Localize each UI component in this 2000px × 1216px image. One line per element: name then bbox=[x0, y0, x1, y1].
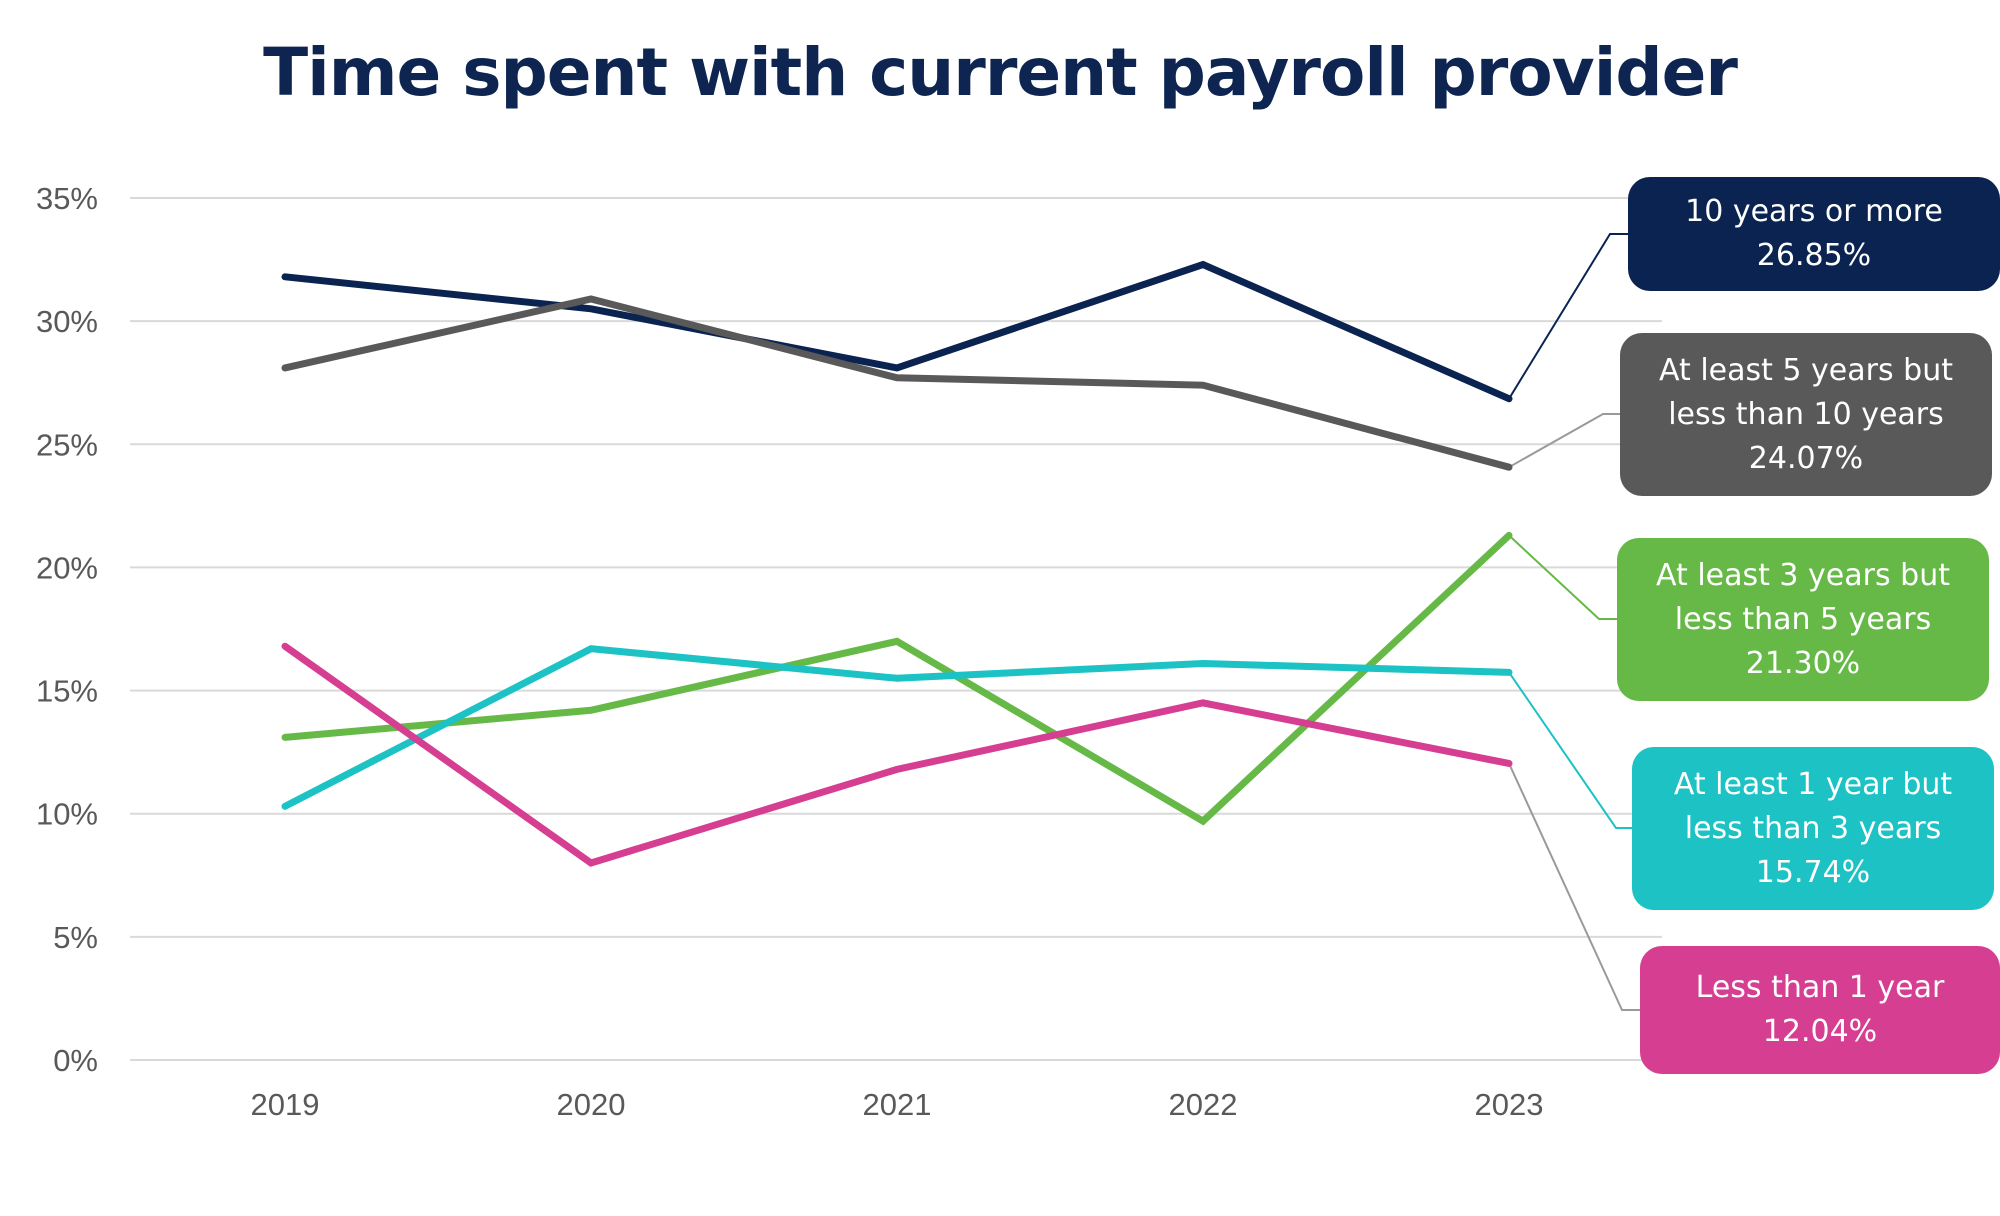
callout-text-line: less than 5 years bbox=[1674, 601, 1932, 637]
y-tick-label: 25% bbox=[36, 427, 98, 462]
callout-text-line: 12.04% bbox=[1762, 1014, 1878, 1049]
callout-text-line: 21.30% bbox=[1745, 645, 1861, 681]
callout-text-line: 15.74% bbox=[1755, 854, 1871, 890]
series-lines bbox=[281, 260, 1513, 867]
callout-text-line: less than 10 years bbox=[1668, 396, 1944, 432]
callout-text-line: At least 5 years but bbox=[1659, 352, 1953, 388]
y-tick-label: 35% bbox=[36, 181, 98, 216]
callout-text-line: Less than 1 year bbox=[1695, 970, 1945, 1005]
x-tick-label: 2019 bbox=[251, 1087, 320, 1122]
series-line-3 bbox=[281, 645, 1513, 810]
y-tick-label: 10% bbox=[36, 797, 98, 832]
callout-text-line: At least 1 year but bbox=[1673, 766, 1953, 802]
callout-label-2: At least 3 years but less than 5 years 21.… bbox=[1617, 538, 1989, 701]
callout-connector bbox=[1508, 534, 1617, 620]
callout-connector bbox=[1508, 233, 1628, 400]
callout-text-line: 24.07% bbox=[1748, 440, 1864, 476]
callout-connector bbox=[1508, 671, 1632, 829]
x-tick-label: 2023 bbox=[1475, 1087, 1544, 1122]
y-tick-label: 30% bbox=[36, 304, 98, 339]
gridlines bbox=[130, 197, 1662, 1061]
y-tick-label: 15% bbox=[36, 674, 98, 709]
x-tick-label: 2021 bbox=[863, 1087, 932, 1122]
series-line-4 bbox=[281, 642, 1513, 867]
x-tick-label: 2022 bbox=[1169, 1087, 1238, 1122]
series-line-1 bbox=[281, 295, 1513, 471]
x-axis-labels: 2019 2020 2021 2022 2023 bbox=[251, 1087, 1544, 1122]
callout-text-line: 10 years or more bbox=[1685, 194, 1943, 229]
y-tick-label: 0% bbox=[53, 1043, 98, 1078]
callout-label-1: At least 5 years but less than 10 years 24… bbox=[1620, 333, 1992, 496]
callout-text-line: At least 3 years but bbox=[1656, 557, 1950, 593]
callout-label-4: Less than 1 year 12.04% bbox=[1640, 946, 2000, 1074]
chart-title: Time spent with current payroll provider bbox=[263, 34, 1738, 111]
y-tick-label: 20% bbox=[36, 550, 98, 585]
y-tick-label: 5% bbox=[53, 920, 98, 955]
callout-label-0: 10 years or more 26.85% bbox=[1628, 177, 2000, 291]
callout-connector bbox=[1508, 763, 1640, 1011]
callout-connectors bbox=[1508, 233, 1640, 1011]
callout-text-line: 26.85% bbox=[1756, 238, 1872, 273]
x-tick-label: 2020 bbox=[557, 1087, 626, 1122]
series-line-0 bbox=[281, 260, 1513, 403]
y-axis-labels: 0% 5% 10% 15% 20% 25% 30% 35% bbox=[36, 181, 98, 1078]
callout-connector bbox=[1508, 413, 1620, 469]
callout-label-3: At least 1 year but less than 3 years 15.7… bbox=[1632, 747, 1994, 910]
callout-text-line: less than 3 years bbox=[1684, 810, 1942, 846]
